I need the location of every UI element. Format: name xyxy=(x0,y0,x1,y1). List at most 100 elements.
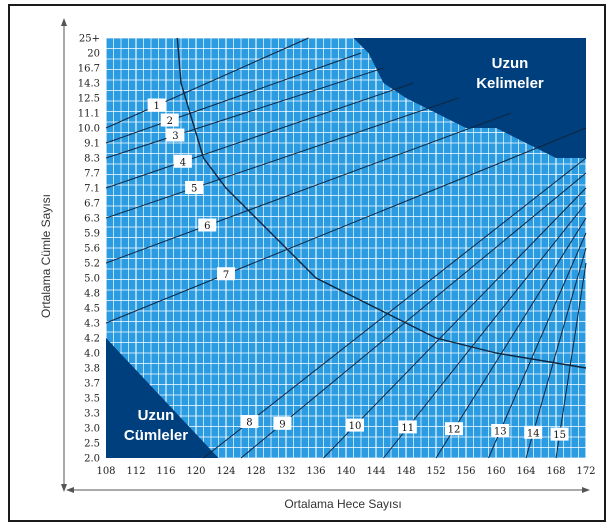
x-tick-label: 128 xyxy=(246,466,265,477)
grade-label-bg xyxy=(445,422,463,436)
boundary-curve xyxy=(176,37,587,369)
y-tick-label: 3.7 xyxy=(84,379,100,390)
y-axis-arrow-down-icon xyxy=(61,484,67,492)
grade-label-bg xyxy=(173,154,192,168)
grade-label-bg xyxy=(273,416,292,430)
y-tick-label: 10.0 xyxy=(78,124,100,135)
grade-label-bg xyxy=(185,181,204,194)
y-tick-label: 16.7 xyxy=(78,64,100,75)
grade-label-bg xyxy=(160,113,179,127)
grade-label-8: 8 xyxy=(246,418,252,429)
y-tick-label: 4.0 xyxy=(84,349,100,360)
grade-label-12: 12 xyxy=(448,425,461,436)
y-tick-label: 4.8 xyxy=(84,289,100,300)
x-tick-label: 156 xyxy=(456,466,475,477)
y-tick-label: 12.5 xyxy=(78,94,100,105)
grade-label-15: 15 xyxy=(553,430,566,441)
x-axis-arrow-left-icon xyxy=(66,487,74,493)
x-tick-label: 136 xyxy=(306,466,325,477)
x-tick-label: 120 xyxy=(186,466,205,477)
y-tick-label: 5.2 xyxy=(84,259,100,270)
y-tick-label: 3.8 xyxy=(84,364,100,375)
y-tick-label: 3.5 xyxy=(84,394,100,405)
grade-line-1 xyxy=(105,37,309,129)
x-tick-label: 152 xyxy=(426,466,445,477)
x-tick-label: 160 xyxy=(486,466,505,477)
y-tick-label: 3.0 xyxy=(84,424,100,435)
grade-label-bg xyxy=(550,427,569,441)
x-tick-label: 168 xyxy=(546,466,565,477)
region-long-words-label-line1: Uzun xyxy=(492,55,529,72)
y-tick-label: 7.1 xyxy=(84,184,100,195)
grade-label-9: 9 xyxy=(279,419,285,430)
grade-line-2 xyxy=(105,52,362,144)
grade-label-1: 1 xyxy=(153,101,159,112)
grade-label-6: 6 xyxy=(204,221,210,232)
x-tick-label: 148 xyxy=(396,466,415,477)
x-tick-label: 132 xyxy=(276,466,295,477)
grade-line-12 xyxy=(435,217,587,459)
region-long-sentences xyxy=(106,338,219,458)
region-long-sentences-label-line2: Cümleler xyxy=(124,427,188,444)
region-long-sentences-label-line1: Uzun xyxy=(138,407,175,424)
y-tick-label: 4.2 xyxy=(84,334,100,345)
x-tick-label: 116 xyxy=(156,466,175,477)
y-tick-label: 5.6 xyxy=(84,244,100,255)
grade-line-8 xyxy=(203,157,587,459)
grade-line-15 xyxy=(555,262,587,459)
grade-line-5 xyxy=(105,97,459,219)
x-tick-label: 164 xyxy=(516,466,535,477)
grade-label-bg xyxy=(198,218,217,232)
grade-line-13 xyxy=(488,232,587,459)
y-tick-label: 20 xyxy=(87,49,100,60)
y-axis-arrow-up-icon xyxy=(61,18,67,26)
grade-label-4: 4 xyxy=(180,157,186,168)
grade-line-10 xyxy=(323,187,587,459)
y-tick-label: 9.1 xyxy=(84,139,100,150)
region-long-words-label-line2: Kelimeler xyxy=(476,75,544,92)
x-tick-label: 144 xyxy=(366,466,385,477)
grade-line-14 xyxy=(525,247,587,459)
y-tick-label: 5.0 xyxy=(84,274,100,285)
grade-line-7 xyxy=(105,127,587,324)
y-tick-label: 4.5 xyxy=(84,304,100,315)
y-tick-label: 7.7 xyxy=(84,169,100,180)
grade-label-bg xyxy=(524,425,543,439)
y-tick-label: 5.9 xyxy=(84,229,100,240)
y-tick-label: 2.0 xyxy=(84,454,100,465)
y-tick-label: 11.1 xyxy=(78,109,100,120)
grade-label-bg xyxy=(217,267,235,281)
region-long-words xyxy=(353,38,586,158)
grade-label-2: 2 xyxy=(167,116,173,127)
grade-label-3: 3 xyxy=(172,131,178,142)
x-tick-label: 108 xyxy=(96,466,115,477)
x-tick-label: 140 xyxy=(336,466,355,477)
grade-line-4 xyxy=(105,82,414,189)
x-tick-label: 172 xyxy=(576,466,595,477)
grade-label-13: 13 xyxy=(494,427,507,438)
y-tick-label: 2.5 xyxy=(84,439,100,450)
grade-label-5: 5 xyxy=(191,184,197,195)
y-tick-label: 6.3 xyxy=(84,214,100,225)
x-tick-label: 112 xyxy=(126,466,145,477)
grade-label-14: 14 xyxy=(527,428,540,439)
grade-label-7: 7 xyxy=(223,270,229,281)
x-axis-title: Ortalama Hece Sayısı xyxy=(284,497,401,511)
grade-label-bg xyxy=(166,128,185,142)
y-tick-label: 8.3 xyxy=(84,154,100,165)
grade-line-3 xyxy=(105,67,384,159)
y-axis-title: Ortalama Cümle Sayısı xyxy=(39,194,53,318)
y-tick-label: 14.3 xyxy=(78,79,100,90)
x-axis-arrow-right-icon xyxy=(582,487,590,493)
grade-label-bg xyxy=(398,420,417,434)
x-tick-label: 124 xyxy=(216,466,235,477)
grade-line-6 xyxy=(105,112,512,264)
grade-line-9 xyxy=(240,172,587,459)
y-tick-label: 6.7 xyxy=(84,199,100,210)
grade-line-11 xyxy=(383,202,587,459)
y-tick-label: 4.3 xyxy=(84,319,100,330)
grade-label-bg xyxy=(346,418,364,432)
y-tick-label: 25+ xyxy=(79,34,100,45)
grade-label-bg xyxy=(147,98,166,112)
